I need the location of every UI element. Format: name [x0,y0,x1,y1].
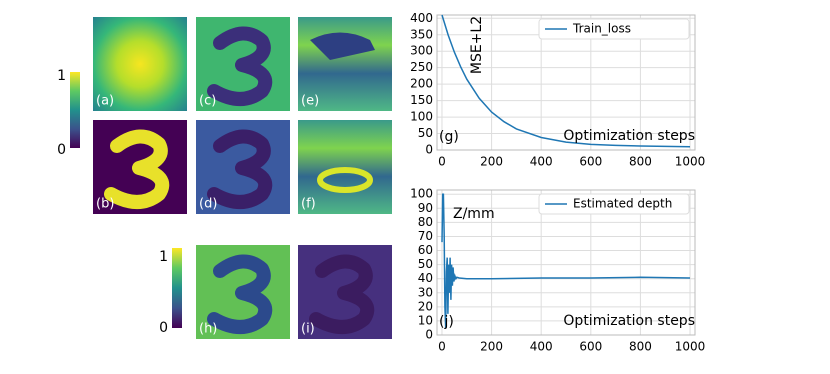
y-tick-label: 50 [418,257,433,271]
plot-frame [436,14,696,151]
x-tick-label: 400 [530,155,553,169]
y-tick-label: 80 [418,215,433,229]
colorbar-tick-label: 0 [159,320,168,336]
panel-label: (e) [301,94,319,109]
legend-box [538,193,690,215]
x-tick-label: 400 [530,340,553,354]
panel-label: (g) [439,129,459,145]
artifact-shape [317,167,373,193]
colorbar [172,248,182,328]
y-tick-label: 20 [418,299,433,313]
panel-label: (d) [199,197,217,212]
y-tick-label: 90 [418,201,433,215]
plot-frame [436,189,696,336]
y-tick-label: 10 [418,313,433,327]
legend-label: Estimated depth [573,197,672,211]
x-tick-label: 200 [480,155,503,169]
y-tick-label: 300 [410,44,433,58]
panel-label: (c) [199,94,216,109]
x-tick-label: 600 [579,155,602,169]
panel-label: (j) [439,314,454,330]
y-tick-label: 60 [418,243,433,257]
y-tick-label: 0 [425,328,433,342]
y-axis-label: Z/mm [453,206,495,222]
image-e [298,17,392,111]
panel-label: (h) [199,322,217,337]
x-tick-label: 200 [480,340,503,354]
legend-label: Train_loss [572,22,631,36]
panel-label: (a) [96,94,114,109]
y-tick-label: 400 [410,11,433,25]
x-tick-label: 600 [579,340,602,354]
y-tick-label: 40 [418,271,433,285]
y-axis-label: MSE+L2 [469,16,485,74]
panel-label: (i) [301,322,315,337]
x-axis-label: Optimization steps [563,128,695,144]
y-tick-label: 30 [418,285,433,299]
y-tick-label: 100 [410,110,433,124]
y-tick-label: 350 [410,27,433,41]
colorbar-tick-label: 1 [159,249,168,265]
colorbar-tick-label: 0 [57,142,66,158]
data-line [441,14,691,148]
y-tick-label: 50 [418,126,433,140]
colorbar-tick-label: 1 [57,68,66,84]
x-axis-label: Optimization steps [563,313,695,329]
x-tick-label: 1000 [675,155,706,169]
x-tick-label: 0 [438,155,446,169]
x-tick-label: 800 [629,155,652,169]
legend-box [538,18,690,40]
y-tick-label: 150 [410,93,433,107]
x-tick-label: 1000 [675,340,706,354]
x-tick-label: 0 [438,340,446,354]
artifact-shape [310,32,375,60]
panel-label: (b) [96,197,114,212]
y-tick-label: 250 [410,60,433,74]
y-tick-label: 100 [410,187,433,201]
y-tick-label: 70 [418,229,433,243]
data-line [441,193,691,329]
y-tick-label: 200 [410,77,433,91]
colorbar [70,72,80,148]
image-a [93,17,187,111]
panel-label: (f) [301,197,316,212]
image-panels [70,17,392,339]
y-tick-label: 0 [425,143,433,157]
x-tick-label: 800 [629,340,652,354]
